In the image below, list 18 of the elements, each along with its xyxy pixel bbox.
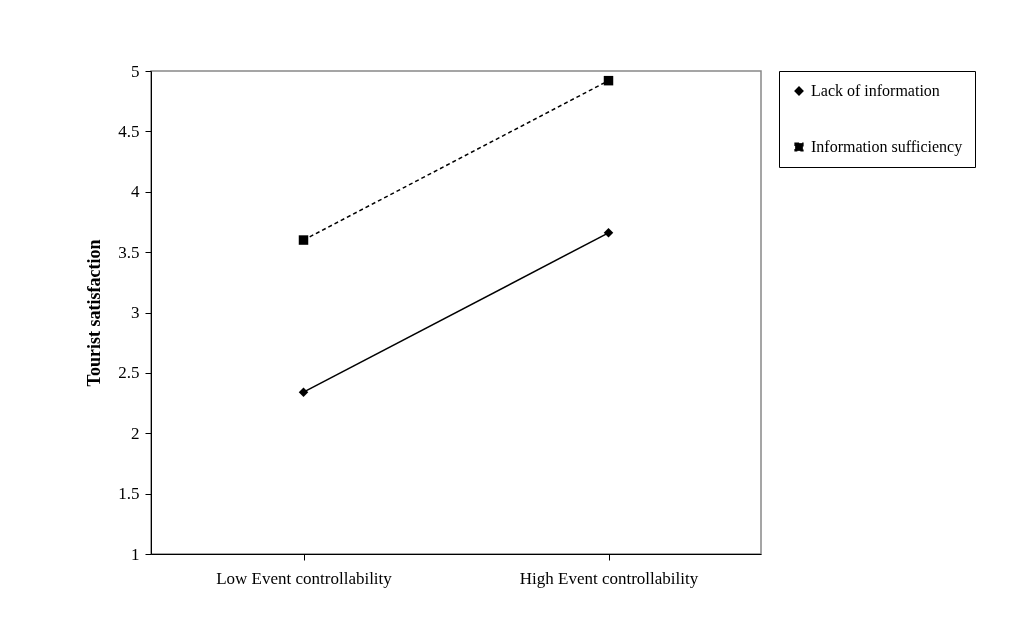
y-tick-label: 4 [131,182,140,202]
legend-label: Information sufficiency [811,138,963,156]
legend-label: Lack of information [811,82,940,99]
y-axis-title: Tourist satisfaction [84,239,105,387]
y-tick-label: 1 [131,544,140,564]
y-tick-label: 3.5 [118,242,140,262]
point [298,235,309,245]
y-tick-label: 1.5 [118,484,140,504]
y-tick-label: 2 [131,423,140,443]
point [603,75,614,86]
y-tick-label: 4.5 [118,121,140,141]
point [298,387,309,397]
x-tick-label: Low Event controllability [216,568,393,588]
point [603,228,614,238]
x-tick-label: High Event controllability [519,568,699,588]
y-tick-label: 2.5 [118,363,140,383]
y-tick-label: 3 [131,303,140,322]
y-tick-label: 5 [131,61,140,81]
